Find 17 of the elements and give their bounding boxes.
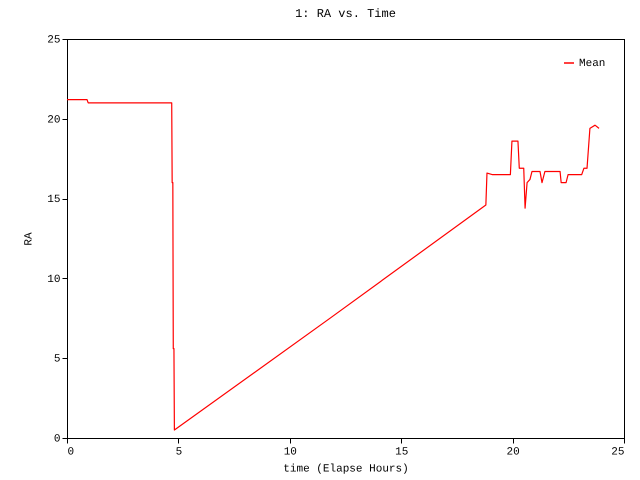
y-axis-title: RA: [23, 232, 36, 246]
x-tick-label: 5: [176, 446, 182, 458]
chart-title: 1: RA vs. Time: [295, 7, 396, 21]
x-tick-label: 10: [284, 446, 297, 458]
x-tick-label: 15: [395, 446, 408, 458]
x-axis-title: time (Elapse Hours): [283, 464, 409, 476]
y-tick-label: 25: [47, 34, 60, 46]
x-tick-label: 25: [611, 446, 624, 458]
y-tick-label: 0: [54, 434, 60, 446]
y-tick-label: 20: [47, 114, 60, 126]
y-tick-label: 10: [47, 274, 60, 286]
x-tick-label: 20: [506, 446, 520, 458]
y-tick-label: 15: [47, 194, 60, 206]
legend-label: Mean: [579, 58, 606, 70]
y-tick-label: 5: [54, 354, 60, 366]
line-series: [66, 99, 600, 431]
x-tick-label: 0: [68, 446, 74, 458]
